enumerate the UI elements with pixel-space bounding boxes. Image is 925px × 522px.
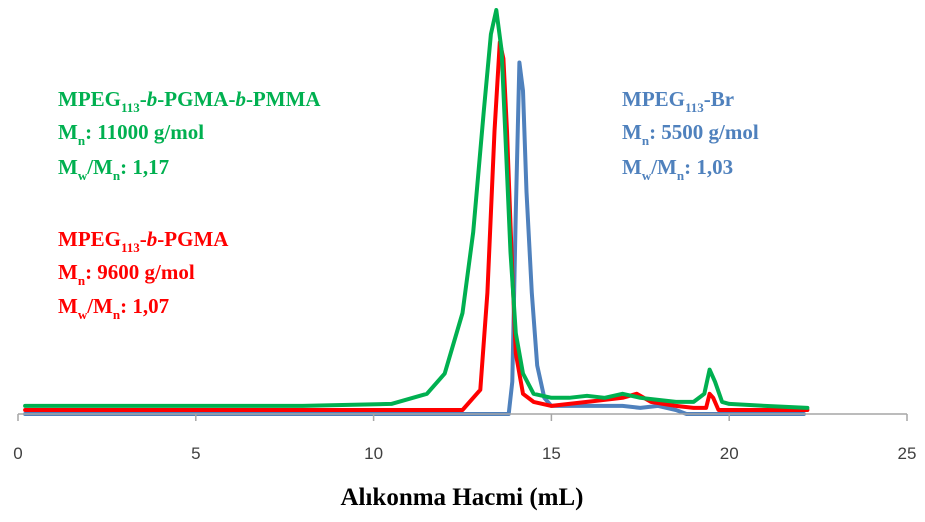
x-tick-label: 15: [542, 444, 561, 463]
annotation-red-line2: Mn: 9600 g/mol: [58, 260, 195, 288]
x-tick-label: 10: [364, 444, 383, 463]
x-axis-tick-labels: 0 5 10 15 20 25: [13, 444, 916, 463]
annotation-green-line3: Mw/Mn: 1,17: [58, 155, 169, 183]
annotation-blue-line1: MPEG113-Br: [622, 87, 734, 115]
x-tick-label: 0: [13, 444, 22, 463]
x-tick-label: 5: [191, 444, 200, 463]
series-line-mpeg_pgma_pmma: [23, 8, 810, 410]
series-line-mpeg_pgma: [23, 40, 810, 412]
annotation-blue-line3: Mw/Mn: 1,03: [622, 155, 733, 183]
annotation-blue: MPEG113-Br Mn: 5500 g/mol Mw/Mn: 1,03: [622, 87, 759, 183]
annotation-red: MPEG113-b-PGMA Mn: 9600 g/mol Mw/Mn: 1,0…: [58, 227, 229, 322]
x-tick-label: 25: [898, 444, 917, 463]
series-lines: [23, 8, 810, 416]
x-axis-ticks: [17, 414, 908, 421]
annotation-green-line1: MPEG113-b-PGMA-b-PMMA: [58, 87, 321, 115]
annotation-green: MPEG113-b-PGMA-b-PMMA Mn: 11000 g/mol Mw…: [58, 87, 321, 183]
x-axis-label: Alıkonma Hacmi (mL): [340, 484, 583, 511]
x-tick-label: 20: [720, 444, 739, 463]
annotation-green-line2: Mn: 11000 g/mol: [58, 120, 204, 148]
annotation-red-line3: Mw/Mn: 1,07: [58, 294, 169, 322]
annotation-blue-line2: Mn: 5500 g/mol: [622, 120, 759, 148]
annotation-red-line1: MPEG113-b-PGMA: [58, 227, 229, 255]
